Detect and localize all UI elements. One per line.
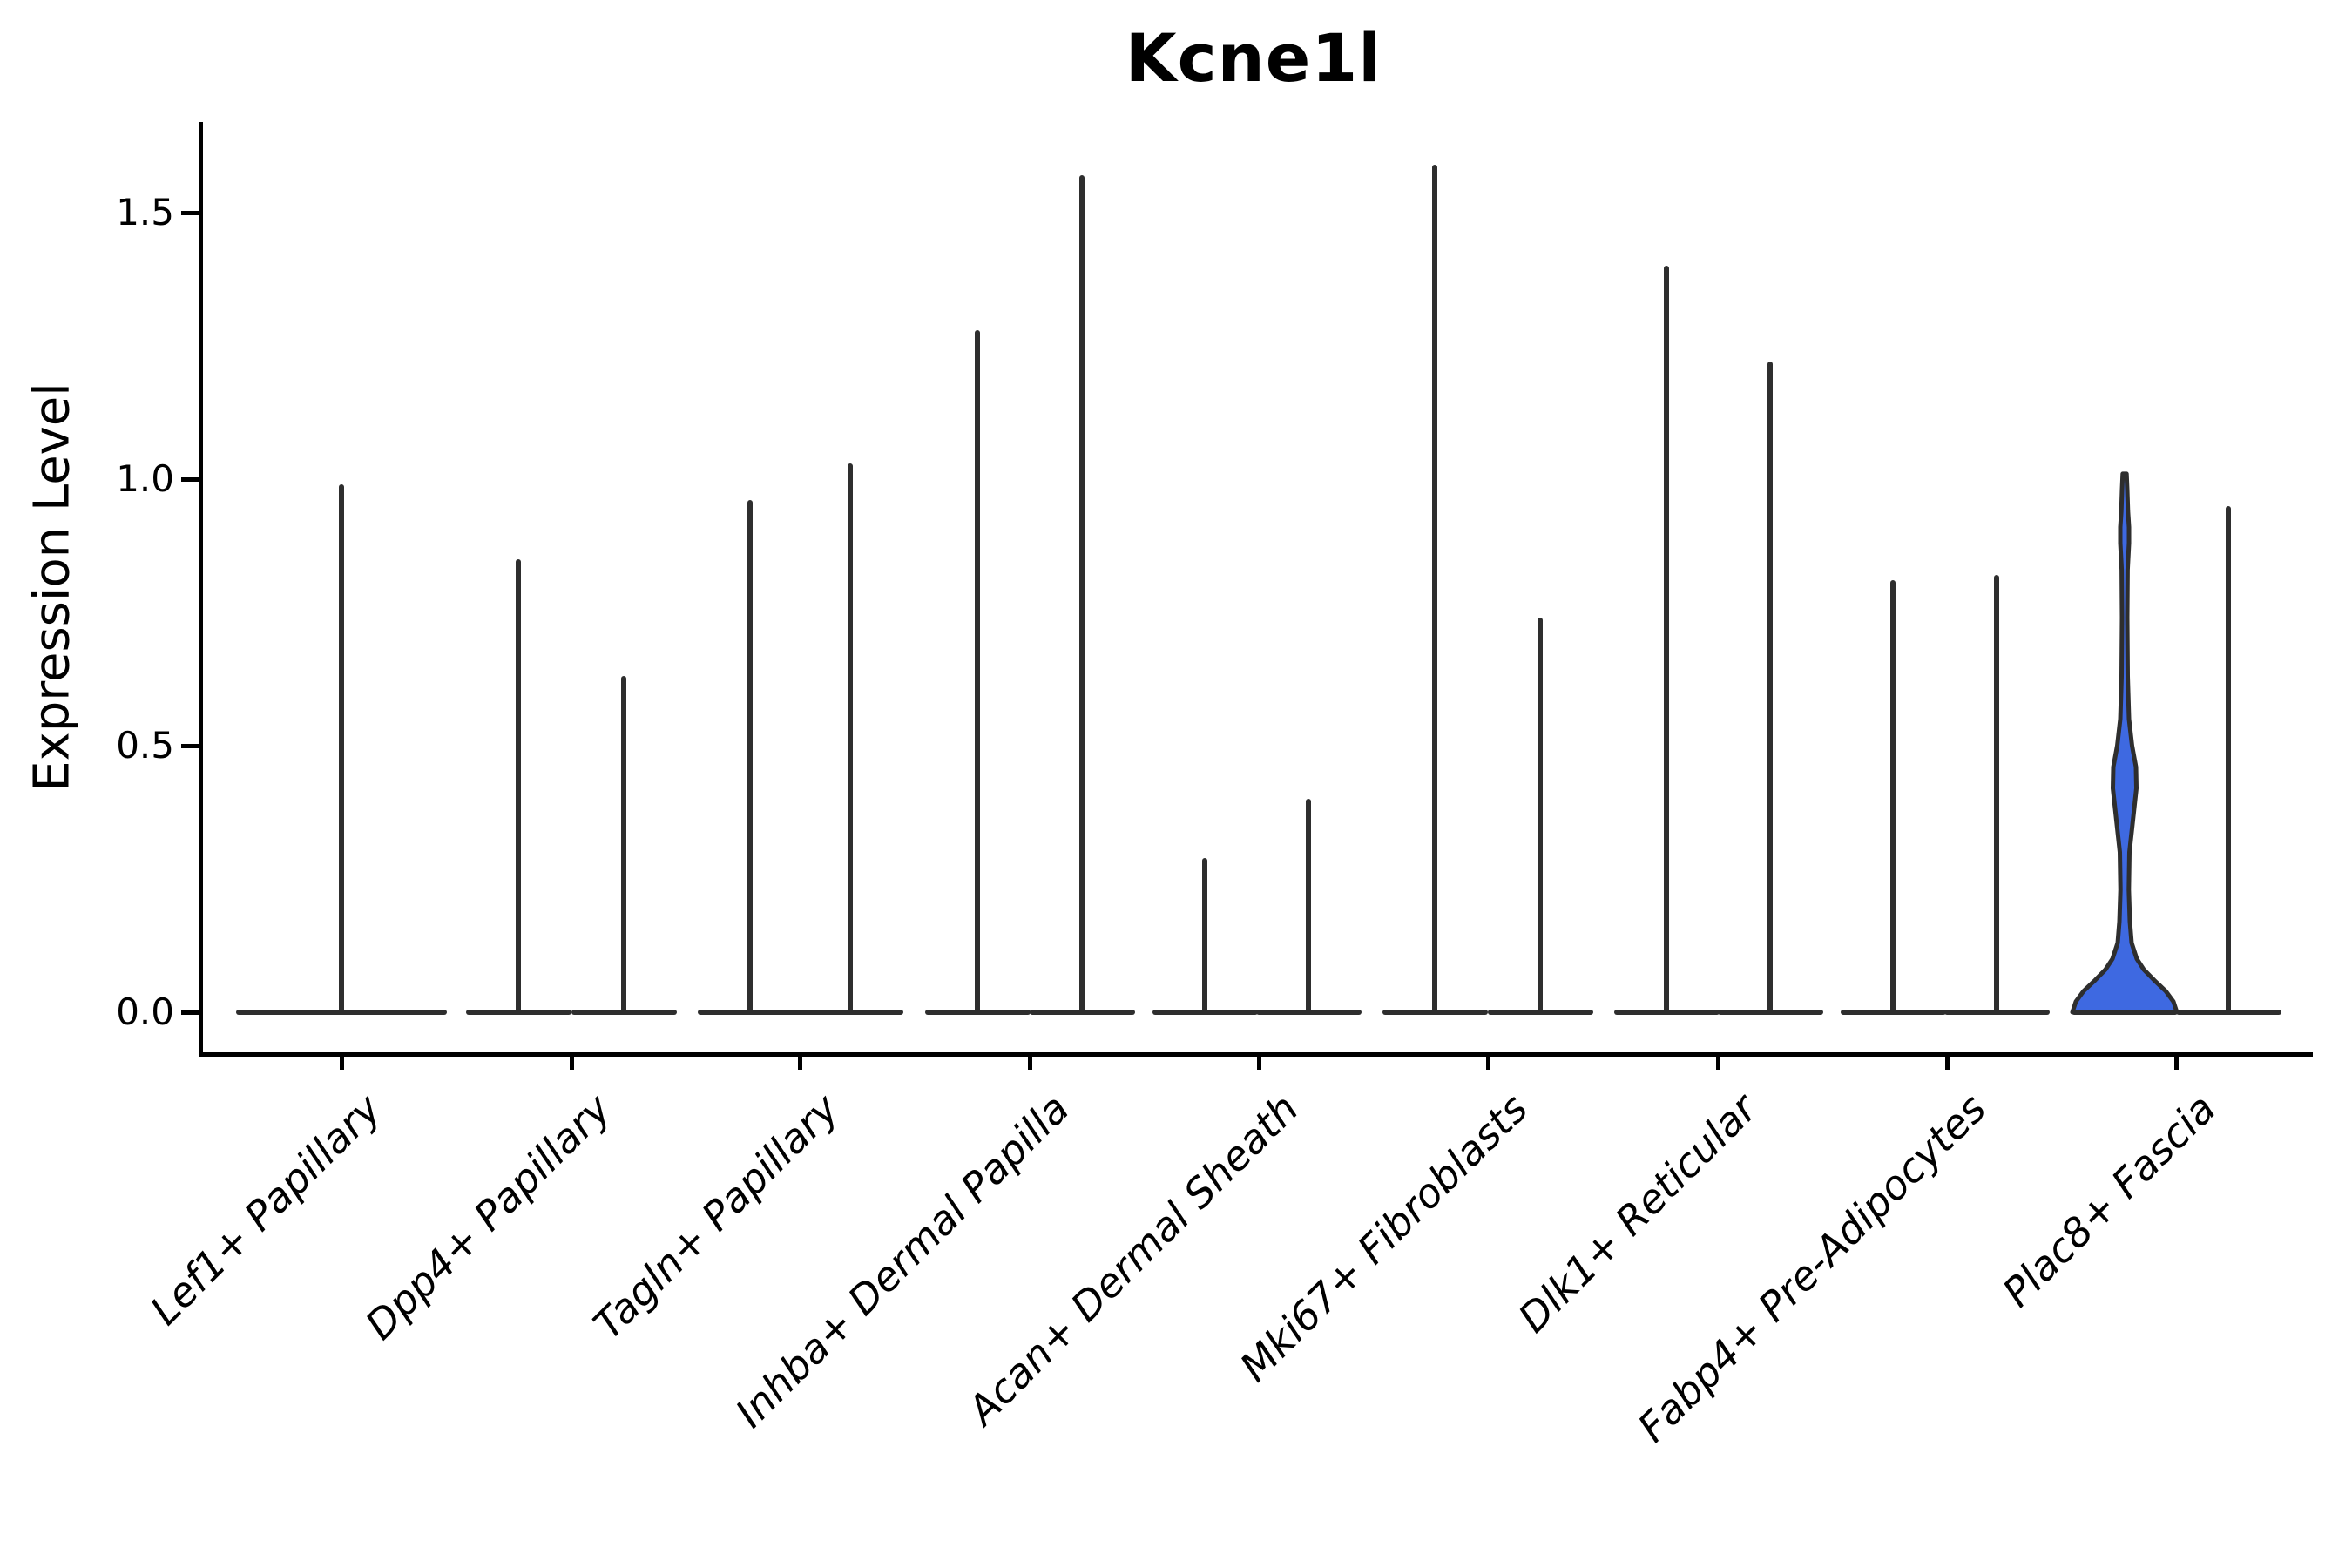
x-tick bbox=[1944, 1052, 1950, 1070]
violin-baseline bbox=[1152, 1010, 1258, 1015]
x-tick-label: Plac8+ Fascia bbox=[1993, 1085, 2225, 1316]
violin-path bbox=[2070, 471, 2180, 1015]
violin-baseline bbox=[1840, 1010, 1946, 1015]
violin-spike bbox=[516, 558, 521, 1012]
y-tick bbox=[181, 210, 199, 215]
violin-spike bbox=[848, 463, 853, 1012]
x-tick bbox=[797, 1052, 802, 1070]
x-tick bbox=[2173, 1052, 2179, 1070]
violin-spike bbox=[2226, 505, 2231, 1012]
violin-spike bbox=[1664, 266, 1669, 1012]
x-tick bbox=[1256, 1052, 1261, 1070]
y-tick-label: 1.5 bbox=[116, 191, 174, 233]
violin-spike bbox=[1994, 575, 1999, 1012]
violin-baseline bbox=[1382, 1010, 1488, 1015]
violin-spike bbox=[1079, 175, 1085, 1012]
violin-spike bbox=[1767, 362, 1773, 1012]
y-tick bbox=[181, 743, 199, 748]
violin-baseline bbox=[797, 1010, 903, 1015]
violin-baseline bbox=[1613, 1010, 1720, 1015]
y-tick-label: 1.0 bbox=[116, 457, 174, 500]
y-tick bbox=[181, 476, 199, 482]
violin-baseline bbox=[1029, 1010, 1135, 1015]
plot-area: 0.0 0.5 1.0 1.5 Lef1+ Papillary Dpp4+ Papilla… bbox=[116, 122, 2313, 1451]
violin-spike bbox=[1538, 618, 1543, 1012]
x-tick-label: Tagln+ Papillary bbox=[585, 1085, 848, 1348]
x-tick bbox=[1485, 1052, 1490, 1070]
violin-spike bbox=[975, 329, 980, 1012]
x-tick-label: Dpp4+ Papillary bbox=[355, 1085, 620, 1348]
chart-title: Kcne1l bbox=[1125, 19, 1382, 97]
x-tick bbox=[1715, 1052, 1720, 1070]
violin-baseline bbox=[1717, 1010, 1823, 1015]
violin-baseline bbox=[465, 1010, 571, 1015]
violin-spike bbox=[1432, 164, 1437, 1012]
violin-highlighted bbox=[2070, 471, 2180, 1015]
violin-spike bbox=[1890, 580, 1896, 1012]
violin-baseline bbox=[236, 1010, 447, 1015]
violin-baseline bbox=[697, 1010, 803, 1015]
x-tick-label: Dlk1+ Reticular bbox=[1509, 1085, 1767, 1342]
violin-spike bbox=[1202, 857, 1207, 1012]
violin-baseline bbox=[1255, 1010, 1362, 1015]
violin-baseline bbox=[924, 1010, 1031, 1015]
violin-baseline bbox=[1943, 1010, 2050, 1015]
violin-spike bbox=[621, 676, 626, 1012]
y-tick bbox=[181, 1010, 199, 1015]
violin-spike bbox=[339, 484, 344, 1012]
x-tick bbox=[569, 1052, 574, 1070]
x-tick bbox=[339, 1052, 344, 1070]
violin-baseline bbox=[571, 1010, 677, 1015]
x-tick-label: Lef1+ Papillary bbox=[140, 1085, 390, 1335]
violin-baseline bbox=[1487, 1010, 1593, 1015]
violin-spike bbox=[747, 500, 753, 1012]
x-tick bbox=[1027, 1052, 1032, 1070]
violin-spike bbox=[1306, 799, 1311, 1012]
y-tick-label: 0.5 bbox=[116, 724, 174, 767]
violin-baseline bbox=[2175, 1010, 2281, 1015]
y-tick-label: 0.0 bbox=[116, 990, 174, 1033]
